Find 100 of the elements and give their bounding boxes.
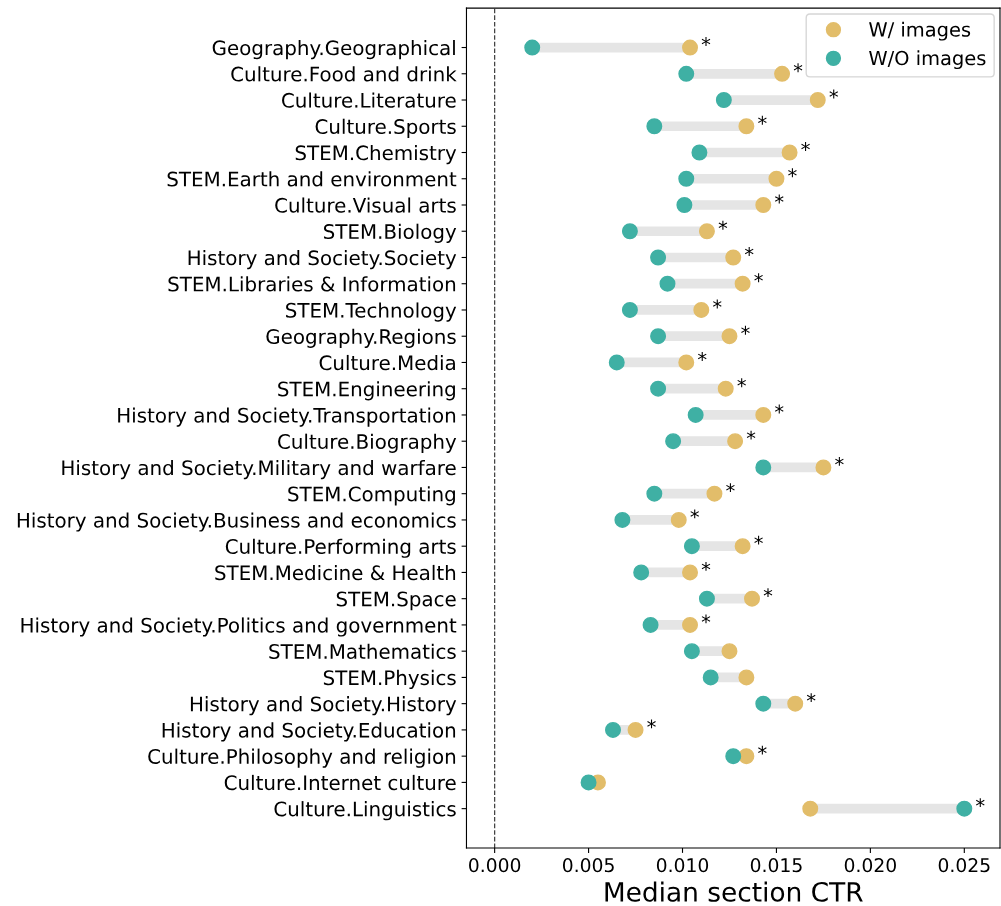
- annotation: *: [758, 115, 767, 125]
- annotation: *: [793, 63, 803, 73]
- y-tick-label: Culture.Visual arts: [275, 197, 456, 213]
- x-tick-label: 0.015: [750, 858, 802, 873]
- y-tick-label: History and Society.Politics and government: [21, 617, 457, 637]
- x-tick-label: 0.000: [469, 858, 521, 873]
- point: [642, 616, 659, 633]
- y-tick-label: History and Society.Education: [162, 722, 456, 742]
- point: [614, 511, 631, 528]
- point: [702, 669, 719, 686]
- point: [605, 721, 621, 738]
- y-tick-label: STEM.Space: [336, 591, 456, 611]
- y-tick-label: STEM.Technology: [286, 302, 457, 322]
- annotation: *: [744, 247, 754, 256]
- annotation: *: [754, 535, 763, 545]
- y-tick-label: History and Society.History: [190, 696, 457, 716]
- point: [768, 170, 785, 187]
- annotation: *: [788, 168, 797, 178]
- annotation: *: [701, 37, 711, 46]
- point: [621, 302, 638, 318]
- point: [687, 406, 704, 423]
- point: [755, 695, 772, 712]
- annotation: *: [690, 509, 700, 519]
- point: [738, 748, 755, 765]
- y-tick-label: History and Society.Business and economics: [17, 512, 456, 532]
- point: [650, 380, 667, 397]
- point: [693, 302, 710, 318]
- point: [580, 774, 597, 791]
- annotation: *: [701, 561, 711, 571]
- point: [678, 170, 695, 187]
- annotation: *: [701, 614, 711, 624]
- point: [755, 459, 772, 476]
- y-tick-label: STEM.Biology: [323, 223, 457, 243]
- annotation: *: [712, 299, 722, 309]
- y-tick-label: Culture.Food and drink: [231, 66, 457, 82]
- x-tick-label: 0.005: [562, 858, 614, 873]
- point: [678, 354, 695, 371]
- point: [956, 800, 973, 817]
- point: [802, 800, 819, 817]
- point: [738, 118, 755, 135]
- point: [815, 459, 832, 476]
- point: [678, 65, 695, 82]
- annotation: *: [754, 273, 763, 283]
- point: [698, 223, 715, 240]
- x-tick-label: 0.020: [844, 858, 896, 873]
- point: [727, 433, 744, 450]
- point: [787, 695, 804, 712]
- point: [659, 275, 676, 292]
- point: [734, 275, 751, 292]
- annotation: *: [726, 483, 735, 493]
- y-tick-label: History and Society.Society: [188, 249, 457, 270]
- annotation: *: [647, 719, 656, 729]
- point: [665, 433, 682, 450]
- point: [650, 328, 667, 345]
- legend-label: W/O images: [869, 50, 986, 70]
- point: [734, 538, 751, 555]
- point: [683, 643, 700, 660]
- y-tick-label: STEM.Libraries & Information: [168, 276, 456, 292]
- annotation: *: [758, 745, 767, 755]
- point: [633, 564, 650, 581]
- point: [682, 39, 699, 56]
- annotation: *: [741, 325, 750, 335]
- point: [698, 590, 715, 607]
- point: [738, 669, 755, 686]
- y-tick-label: Geography.Regions: [266, 328, 456, 348]
- point: [524, 39, 541, 56]
- annotation: *: [697, 352, 707, 361]
- point: [809, 92, 826, 108]
- point: [691, 144, 708, 161]
- x-tick-label: 0.025: [938, 858, 990, 873]
- annotation: *: [763, 588, 773, 598]
- y-tick-label: Culture.Philosophy and religion: [148, 748, 456, 768]
- point: [721, 643, 738, 660]
- y-tick-label: STEM.Computing: [288, 486, 455, 506]
- x-tick-label: 0.010: [656, 858, 709, 873]
- annotation: *: [746, 430, 756, 440]
- y-tick-label: Culture.Performing arts: [225, 538, 456, 558]
- annotation: *: [806, 693, 816, 703]
- point: [721, 328, 738, 345]
- point: [744, 590, 760, 607]
- point: [608, 354, 625, 371]
- y-tick-label: Culture.Sports: [315, 118, 456, 138]
- y-tick-label: STEM.Mathematics: [269, 643, 456, 659]
- point: [725, 748, 742, 765]
- y-tick-label: History and Society.Military and warfare: [62, 459, 456, 480]
- point: [646, 485, 663, 502]
- y-tick-label: Culture.Biography: [278, 433, 457, 453]
- point: [650, 249, 667, 266]
- point: [715, 92, 732, 108]
- point: [682, 564, 699, 581]
- y-tick-label: STEM.Engineering: [278, 381, 455, 401]
- point: [755, 406, 772, 423]
- y-tick-label: STEM.Chemistry: [295, 144, 457, 165]
- x-axis-title: Median section CTR: [605, 881, 863, 902]
- y-tick-label: Culture.Literature: [282, 92, 456, 108]
- legend-label: W/ images: [869, 21, 971, 41]
- annotation: *: [829, 89, 839, 99]
- point: [755, 197, 772, 213]
- point: [774, 65, 791, 82]
- y-tick-label: Culture.Linguistics: [274, 801, 456, 821]
